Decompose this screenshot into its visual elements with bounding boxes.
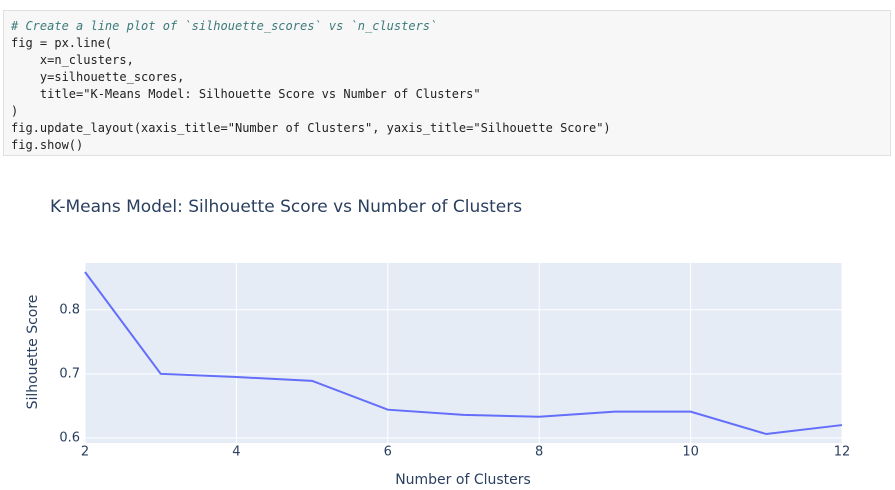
code-line: # Create a line plot of `silhouette_scor… [11,19,438,33]
x-tick-label: 12 [834,445,851,460]
plot-area [85,263,842,443]
data-line [84,271,843,436]
y-tick-label: 0.8 [59,302,80,317]
y-axis-title: Silhouette Score [25,295,41,410]
chart-title: K-Means Model: Silhouette Score vs Numbe… [50,197,522,217]
code-line: y=silhouette_scores, [11,70,185,84]
code-line: title="K-Means Model: Silhouette Score v… [11,87,481,101]
code-line: fig.update_layout(xaxis_title="Number of… [11,121,611,135]
code-line: x=n_clusters, [11,53,134,67]
x-tick-label: 4 [232,445,240,460]
code-line: fig.show() [11,138,84,152]
code-cell[interactable]: # Create a line plot of `silhouette_scor… [3,10,891,156]
y-tick-label: 0.7 [59,366,80,381]
x-tick-label: 8 [535,445,543,460]
x-tick-label: 10 [682,445,699,460]
code-line: ) [11,104,19,118]
x-tick-label: 2 [81,445,89,460]
x-tick-label: 6 [384,445,392,460]
x-axis-title: Number of Clusters [395,472,531,488]
y-tick-label: 0.6 [59,430,80,445]
code-line: fig = px.line( [11,36,113,50]
